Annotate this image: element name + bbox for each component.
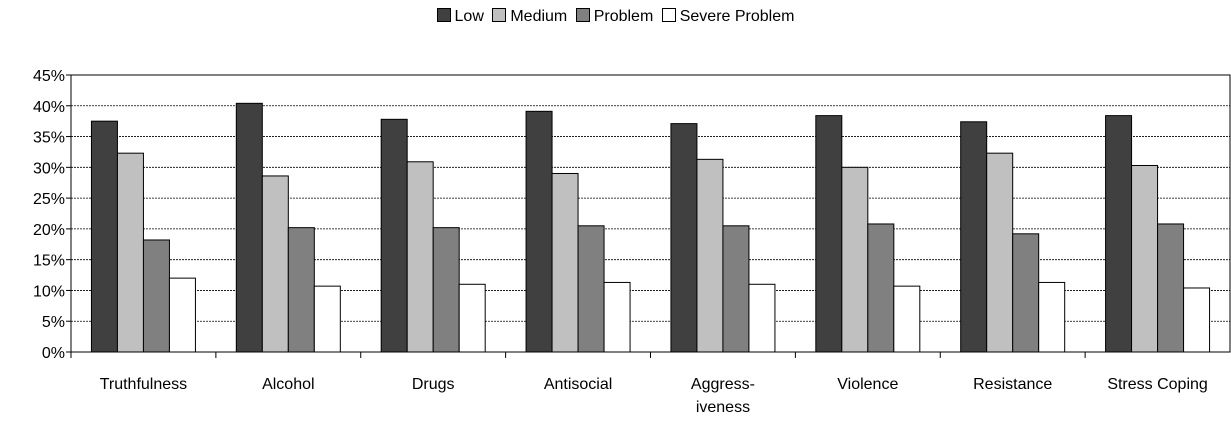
bar: [90, 120, 118, 353]
legend-swatch-medium: [492, 8, 507, 22]
bar: [142, 239, 170, 353]
bar: [1183, 287, 1211, 353]
x-tick-label: iveness: [696, 399, 750, 416]
bar: [841, 166, 869, 353]
bar: [960, 121, 988, 353]
x-tick-label: Aggress-: [691, 376, 755, 393]
bar: [722, 225, 750, 353]
y-tick-label: 35%: [33, 130, 65, 147]
bar: [1012, 233, 1040, 353]
bar: [313, 285, 341, 353]
x-tick-label: Antisocial: [544, 376, 612, 393]
legend-item-problem: Problem: [575, 8, 654, 26]
bar: [525, 110, 553, 353]
legend-item-medium: Medium: [492, 8, 567, 26]
y-tick-label: 10%: [33, 283, 65, 300]
x-tick-label: Violence: [837, 376, 898, 393]
y-tick-label: 40%: [33, 99, 65, 116]
y-tick-label: 20%: [33, 222, 65, 239]
bar: [406, 161, 434, 353]
x-tick-label: Drugs: [412, 376, 455, 393]
legend-label-medium: Medium: [510, 8, 568, 25]
bar: [1038, 281, 1066, 353]
legend-swatch-severe-problem: [661, 8, 676, 22]
bar: [748, 283, 776, 353]
bar: [603, 281, 631, 353]
legend-label-problem: Problem: [593, 8, 654, 25]
legend: Low Medium Problem Severe Problem: [0, 8, 1231, 26]
bar: [261, 175, 289, 353]
legend-item-low: Low: [436, 8, 484, 26]
bar: [1157, 223, 1185, 353]
legend-label-low: Low: [454, 8, 484, 25]
bar: [168, 277, 196, 353]
legend-swatch-problem: [575, 8, 590, 22]
bar: [815, 115, 843, 353]
y-tick-label: 30%: [33, 160, 65, 177]
legend-label-severe-problem: Severe Problem: [679, 8, 795, 25]
y-tick-label: 0%: [42, 345, 65, 362]
bar: [287, 227, 315, 353]
x-tick-label: Alcohol: [262, 376, 314, 393]
bar: [235, 102, 263, 353]
bar: [867, 223, 895, 353]
y-tick-label: 25%: [33, 191, 65, 208]
bar: [458, 283, 486, 353]
bar: [986, 152, 1014, 353]
bar: [1131, 164, 1159, 353]
y-tick-label: 15%: [33, 253, 65, 270]
bar: [577, 225, 605, 353]
bar: [696, 158, 724, 353]
x-tick-label: Resistance: [973, 376, 1052, 393]
y-tick-label: 5%: [42, 314, 65, 331]
x-tick-label: Truthfulness: [100, 376, 187, 393]
bar: [432, 227, 460, 353]
y-tick-label: 45%: [33, 68, 65, 85]
x-tick-label: Stress Coping: [1107, 376, 1208, 393]
bar: [551, 172, 579, 353]
bar: [380, 118, 408, 353]
bar: [893, 285, 921, 353]
legend-swatch-low: [436, 8, 451, 22]
bar: [670, 123, 698, 353]
legend-item-severe-problem: Severe Problem: [661, 8, 795, 26]
bar: [116, 152, 144, 353]
bar: [1105, 115, 1133, 353]
